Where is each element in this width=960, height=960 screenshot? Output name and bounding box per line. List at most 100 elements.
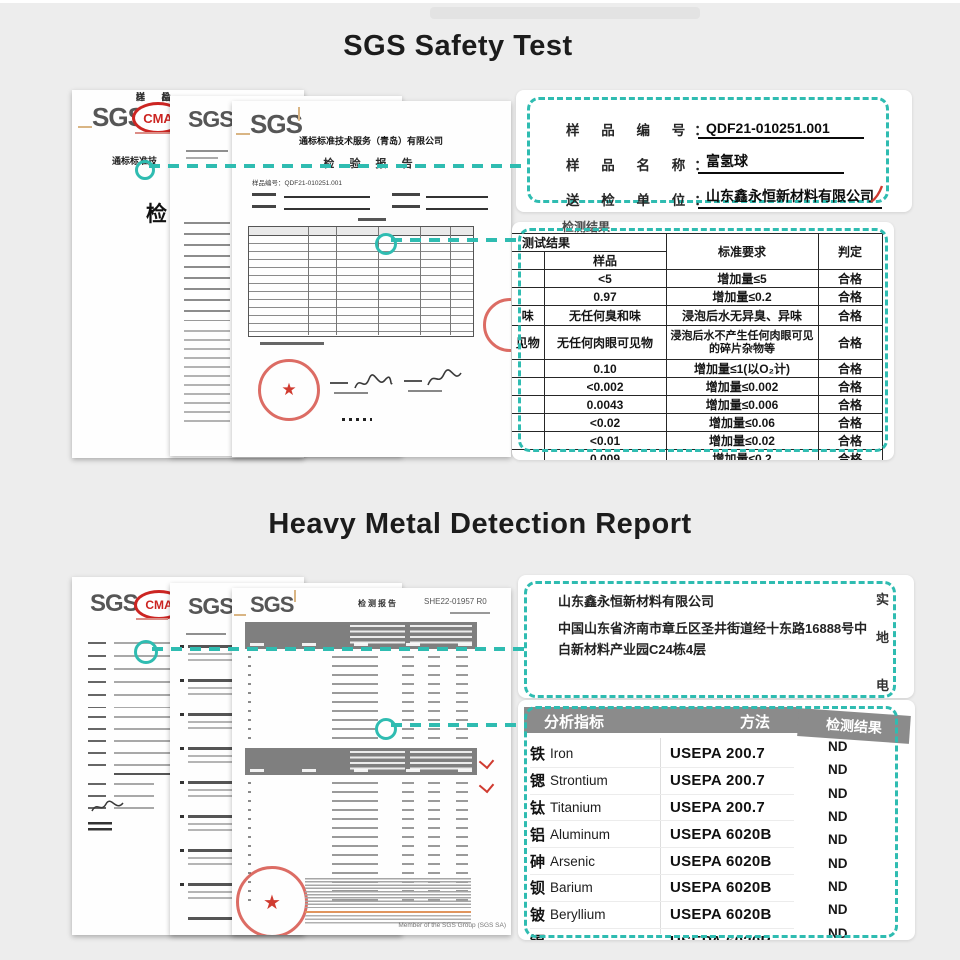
metal-method: USEPA 6020B (670, 906, 772, 924)
metal-row: 铁 Iron USEPA 200.7 (530, 741, 794, 768)
cropped-form-label: 实 (876, 592, 890, 607)
sample-info-row: 样 品 名 称： 富氢球 (566, 140, 886, 174)
field-label: 样 品 名 称： (566, 158, 717, 173)
numbered-list-bullets (180, 645, 184, 917)
connector-anchor-ring (375, 718, 397, 740)
sample-callout-box: 样 品 编 号： QDF21-010251.001 样 品 名 称： 富氢球 送… (527, 97, 889, 209)
registration-mark (78, 126, 92, 128)
mini-table-column-line (450, 227, 451, 335)
sample-value-cell: 0.0043 (543, 395, 667, 414)
report-number: SHE22-01957 R0 (424, 597, 487, 606)
indicator-header: 分析指标 (544, 714, 605, 731)
sgs-logo: SGS (188, 593, 235, 619)
results-callout-box (518, 228, 888, 452)
value-underline (426, 196, 488, 198)
column-separator (660, 738, 661, 934)
signature-icon (427, 369, 462, 386)
row-bullets (248, 782, 251, 902)
divider-line (184, 320, 230, 321)
verdict-cell: 合格 (817, 305, 883, 326)
small-text-skeleton (88, 822, 112, 832)
band-values-skeleton (410, 751, 472, 771)
field-label: 样 品 编 号： (566, 123, 717, 138)
nd-results-column: ND ND ND ND ND ND ND ND ND (818, 735, 870, 940)
result-value: ND (828, 855, 848, 871)
sgs-logo: SGS (250, 592, 294, 617)
connector-line (152, 647, 526, 651)
fine-print-block (305, 878, 471, 908)
band-column-headers (250, 643, 472, 646)
result-row: 味 无任何臭和味 浸泡后水无异臭、异味 合格 (512, 305, 883, 326)
certificate-top-front: SGS 通标标准技术服务（青岛）有限公司 检 验 报 告 样品编号：QDF21-… (232, 101, 511, 457)
metal-name-cn: 钛 (530, 799, 546, 817)
metals-header-band: 分析指标 方法 (524, 707, 802, 733)
text-line (186, 150, 228, 152)
table-caption-bar (358, 218, 386, 221)
metal-name-cn: 铍 (530, 907, 546, 925)
connector-line (391, 723, 524, 727)
metal-name-en: Iron (550, 746, 574, 762)
cma-serial-bar (136, 618, 168, 620)
band-labels-skeleton (350, 751, 405, 771)
doc-header-fragment: 通标标准技 (112, 156, 158, 166)
metal-name-en: Strontium (550, 773, 608, 789)
connector-line (149, 164, 527, 168)
metals-callout-panel: 分析指标 方法 检测结果 铁 Iron USEPA 200.7 锶 Stront… (518, 700, 915, 940)
metal-row: 钡 Barium USEPA 6020B (530, 875, 794, 902)
small-text-bar (450, 612, 490, 614)
metal-row: 铍 Beryllium USEPA 6020B (530, 902, 794, 929)
orange-rule (305, 911, 471, 913)
report-title-line: 检测报告 (358, 599, 398, 608)
metal-name-cn: 锶 (530, 773, 546, 791)
note-line (260, 342, 324, 345)
sample-value-cell: 无任何臭和味 (543, 305, 667, 326)
mini-table-column-line (378, 227, 379, 335)
sample-value-cell: <0.01 (543, 431, 667, 450)
metal-method: USEPA 6020B (670, 825, 772, 843)
cropped-form-label: 地 (876, 630, 890, 645)
report-title-line: 检 验 报 告 (240, 155, 502, 171)
band-column-headers (250, 769, 472, 772)
method-column (332, 656, 378, 742)
result-row: <0.02 增加量≤0.06 合格 (512, 413, 883, 432)
metal-name-cn: 铝 (530, 826, 546, 844)
mini-table-header (248, 226, 474, 236)
cropped-text-smudge (430, 7, 700, 19)
certificate-bottom-front: SGS 检测报告 SHE22-01957 R0 ★ (232, 588, 511, 935)
mini-table-column-line (420, 227, 421, 335)
sgs-logo: SGS (90, 590, 139, 617)
metal-name-en: Arsenic (550, 853, 596, 869)
verdict-cell: 合格 (817, 325, 883, 360)
metal-row: 铝 Aluminum USEPA 6020B (530, 821, 794, 849)
metal-method: USEPA 200.7 (670, 745, 766, 763)
label-bar (392, 193, 420, 196)
metal-method: USEPA 200.7 (670, 798, 766, 816)
red-check-mark (870, 185, 884, 203)
result-value: ND (828, 878, 848, 894)
metal-name-en: Titanium (550, 799, 602, 815)
form-lines-skeleton (184, 222, 230, 314)
result-row: 见物 无任何肉眼可见物 浸泡后水不产生任何肉眼可见的碎片杂物等 合格 (512, 325, 883, 360)
connector-anchor-ring (135, 160, 155, 180)
result-value: ND (828, 809, 848, 825)
metal-row: 砷 Arsenic USEPA 6020B (530, 848, 794, 875)
results-group-header: 测试结果 (512, 233, 667, 252)
sgs-group-footer: Member of the SGS Group (SGS SA) (398, 922, 506, 929)
form-labels-skeleton (88, 642, 106, 708)
stamp-star-icon: ★ (263, 891, 281, 914)
form-row-label: 样 品 (136, 92, 178, 102)
value-column (428, 656, 440, 742)
registration-mark (298, 107, 300, 121)
sample-value-cell: <0.02 (543, 413, 667, 432)
section-title-top: SGS Safety Test (343, 30, 573, 62)
signature-icon (354, 374, 393, 389)
metal-name-en: Barium (550, 880, 593, 896)
field-value: QDF21-010251.001 (698, 120, 864, 139)
signer-label-bar (330, 382, 348, 384)
cma-label: CMA (143, 110, 173, 126)
form-labels-skeleton (88, 783, 106, 809)
mini-table-skeleton (248, 235, 474, 337)
email-underline (114, 773, 172, 775)
verdict-header: 判定 (817, 233, 883, 270)
sample-number-line: 样品编号：QDF21-010251.001 (252, 180, 342, 187)
